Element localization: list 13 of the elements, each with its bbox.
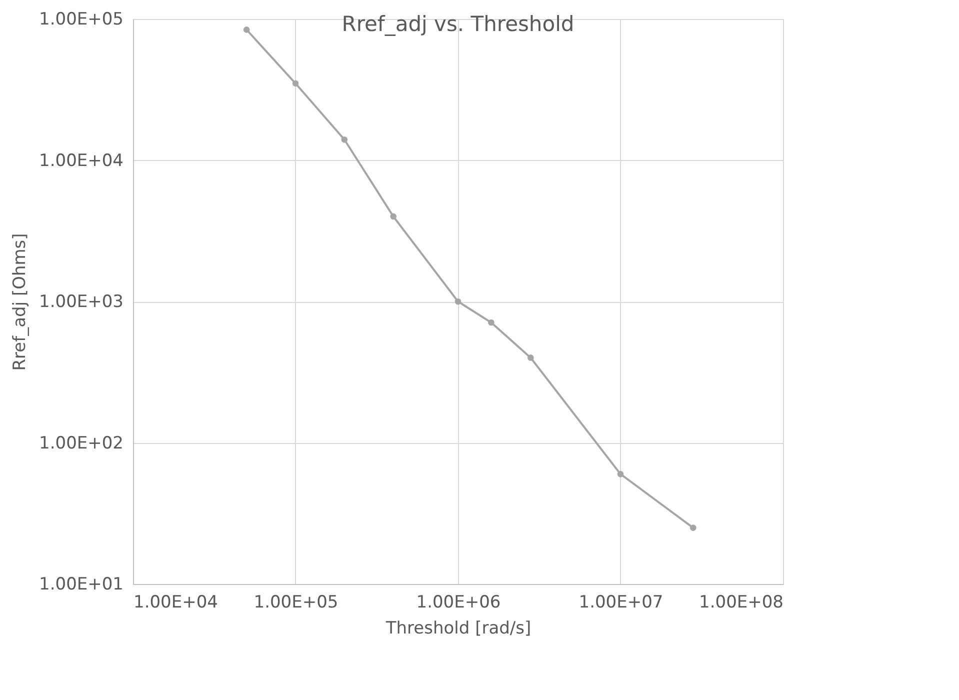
x-tick-label: 1.00E+05 (254, 592, 338, 612)
x-tick-label: 1.00E+06 (416, 592, 501, 612)
y-tick-label: 1.00E+04 (39, 150, 124, 171)
x-tick-label: 1.00E+04 (134, 592, 218, 612)
chart-title: Rref_adj vs. Threshold (342, 12, 574, 36)
x-tick-label: 1.00E+08 (699, 592, 784, 612)
y-tick-label: 1.00E+02 (39, 433, 124, 454)
y-axis-title: Rref_adj [Ohms] (10, 233, 30, 371)
x-axis-title: Threshold [rad/s] (384, 618, 532, 638)
x-tick-label: 1.00E+07 (578, 592, 664, 612)
y-tick-label: 1.00E+03 (39, 292, 124, 312)
y-tick-label: 1.00E+01 (39, 574, 124, 594)
y-tick-label: 1.00E+05 (39, 10, 124, 30)
